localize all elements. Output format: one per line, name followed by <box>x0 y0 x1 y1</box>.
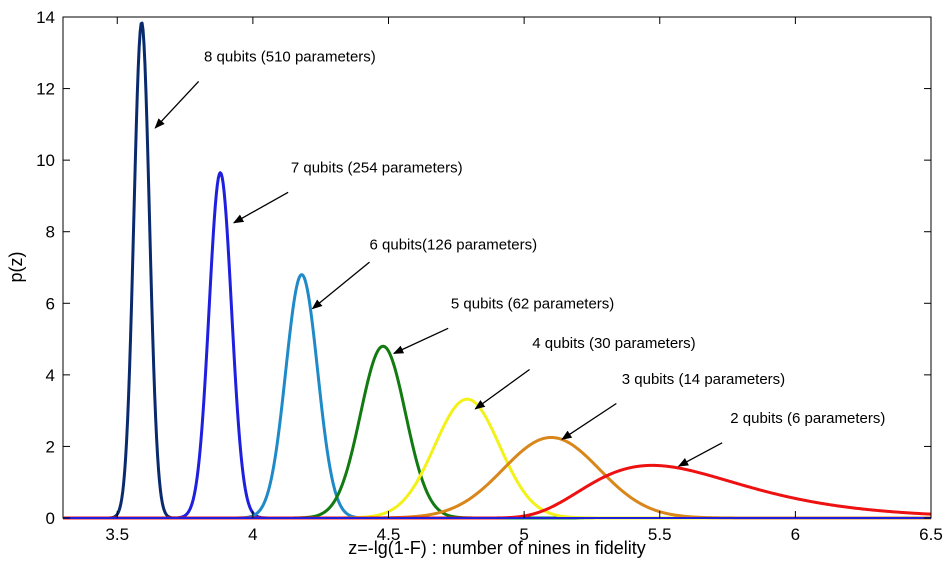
y-axis-label: p(z) <box>6 252 26 283</box>
y-tick-label: 6 <box>46 294 55 313</box>
y-tick-label: 4 <box>46 366 55 385</box>
annotation-label: 6 qubits(126 parameters) <box>370 237 538 254</box>
series-curves <box>62 21 932 520</box>
annotation-arrow <box>677 442 723 467</box>
y-tick-label: 0 <box>46 509 55 528</box>
annotation-label: 5 qubits (62 parameters) <box>451 296 614 313</box>
y-tick-label: 14 <box>36 8 55 27</box>
annotation-arrow <box>474 368 530 410</box>
x-axis: 3.5 4 4.5 5 5.5 6 6.5 <box>105 17 943 544</box>
x-axis-label: z=-lg(1-F) : number of nines in fidelity <box>348 538 646 558</box>
y-tick-label: 12 <box>36 80 55 99</box>
y-axis: 0 2 4 6 8 10 12 14 <box>36 8 931 528</box>
x-tick-label: 4 <box>248 525 257 544</box>
annotation-label: 2 qubits (6 parameters) <box>730 410 885 427</box>
y-tick-label: 8 <box>46 223 55 242</box>
x-tick-label: 5 <box>519 525 528 544</box>
x-tick-label: 4.5 <box>377 525 401 544</box>
x-tick-label: 5.5 <box>648 525 672 544</box>
x-tick-label: 3.5 <box>105 525 129 544</box>
annotation-label: 7 qubits (254 parameters) <box>291 160 463 177</box>
annotation-label: 4 qubits (30 parameters) <box>532 335 695 352</box>
annotation-arrow <box>392 327 449 354</box>
annotation-arrow <box>232 191 289 224</box>
y-tick-label: 10 <box>36 151 55 170</box>
annotation-arrow <box>154 80 200 129</box>
x-tick-label: 6 <box>791 525 800 544</box>
annotation-label: 3 qubits (14 parameters) <box>622 371 785 388</box>
annotation-arrow <box>561 402 617 440</box>
annotations: 8 qubits (510 parameters) 7 qubits (254 p… <box>154 49 885 467</box>
annotation-label: 8 qubits (510 parameters) <box>204 49 376 66</box>
y-tick-label: 2 <box>46 437 55 456</box>
plot-area <box>62 16 932 519</box>
annotation-arrow <box>311 261 370 310</box>
x-tick-label: 6.5 <box>919 525 943 544</box>
